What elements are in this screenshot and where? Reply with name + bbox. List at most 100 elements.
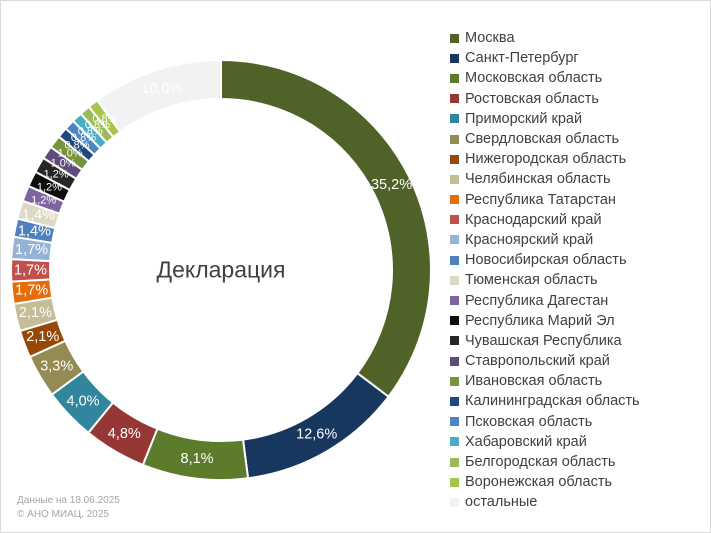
donut-slice xyxy=(95,58,222,134)
slice-data-label: 1,0% xyxy=(51,157,76,169)
slice-data-label: 1,7% xyxy=(14,262,47,278)
legend-item: Приморский край xyxy=(450,109,640,129)
legend-label: остальные xyxy=(465,494,538,511)
legend-swatch xyxy=(450,154,459,164)
legend-label: Республика Татарстан xyxy=(465,191,616,208)
chart-legend: Москва Санкт-Петербург Московская область Р… xyxy=(450,28,640,513)
legend-item: Московская область xyxy=(450,68,640,88)
legend-item: Белгородская область xyxy=(450,452,640,472)
legend-item: Республика Дагестан xyxy=(450,290,640,310)
slice-data-label: 1,4% xyxy=(18,224,51,240)
legend-label: Новосибирская область xyxy=(465,252,627,269)
legend-swatch xyxy=(450,336,459,346)
legend-item: Санкт-Петербург xyxy=(450,48,640,68)
slice-data-label: 1,2% xyxy=(31,195,56,207)
legend-swatch xyxy=(450,174,459,184)
legend-label: Санкт-Петербург xyxy=(465,50,579,67)
legend-swatch xyxy=(450,215,459,225)
slice-data-label: 3,3% xyxy=(40,358,73,374)
legend-swatch xyxy=(450,275,459,285)
legend-swatch xyxy=(450,255,459,265)
legend-label: Воронежская область xyxy=(465,474,613,491)
legend-swatch xyxy=(450,195,459,205)
legend-item: Республика Татарстан xyxy=(450,190,640,210)
legend-label: Нижегородская область xyxy=(465,151,627,168)
copyright-note: © АНО МИАЦ, 2025 xyxy=(17,509,109,520)
legend-swatch xyxy=(450,396,459,406)
slice-data-label: 0,8% xyxy=(64,139,89,151)
legend-label: Псковская область xyxy=(465,413,593,430)
legend-item: Нижегородская область xyxy=(450,149,640,169)
slice-data-label: 2,1% xyxy=(26,329,59,345)
legend-item: Новосибирская область xyxy=(450,250,640,270)
legend-item: остальные xyxy=(450,492,640,512)
slice-data-label: 0,8% xyxy=(92,113,117,125)
legend-item: Челябинская область xyxy=(450,169,640,189)
slice-data-label: 4,8% xyxy=(108,426,141,442)
legend-label: Калининградская область xyxy=(465,393,640,410)
slice-data-label: 0,8% xyxy=(71,132,96,144)
slice-data-label: 10,0% xyxy=(141,81,182,97)
donut-slice xyxy=(220,58,432,399)
slice-data-label: 1,7% xyxy=(15,242,48,258)
legend-label: Ставропольский край xyxy=(465,353,610,370)
slice-data-label: 1,2% xyxy=(37,181,62,193)
legend-swatch xyxy=(450,457,459,467)
slice-data-label: 0,8% xyxy=(78,125,103,137)
data-date-note: Данные на 18.06.2025 xyxy=(17,495,120,506)
legend-swatch xyxy=(450,296,459,306)
legend-item: Псковская область xyxy=(450,412,640,432)
legend-swatch xyxy=(450,53,459,63)
legend-label: Московская область xyxy=(465,70,603,87)
slice-data-label: 4,0% xyxy=(67,393,100,409)
slice-data-label: 35,2% xyxy=(371,177,412,193)
legend-swatch xyxy=(450,497,459,507)
legend-item: Тюменская область xyxy=(450,270,640,290)
legend-label: Ивановская область xyxy=(465,373,603,390)
legend-label: Краснодарский край xyxy=(465,211,602,228)
legend-label: Белгородская область xyxy=(465,454,616,471)
legend-label: Республика Марий Эл xyxy=(465,312,615,329)
legend-label: Приморский край xyxy=(465,110,583,127)
slice-data-label: 1,0% xyxy=(58,148,83,160)
slice-data-label: 2,1% xyxy=(19,305,52,321)
legend-item: Ростовская область xyxy=(450,89,640,109)
legend-swatch xyxy=(450,235,459,245)
slice-data-label: 1,2% xyxy=(44,169,69,181)
legend-label: Челябинская область xyxy=(465,171,611,188)
legend-swatch xyxy=(450,134,459,144)
legend-swatch xyxy=(450,33,459,43)
legend-item: Хабаровский край xyxy=(450,432,640,452)
legend-label: Тюменская область xyxy=(465,272,598,289)
legend-item: Республика Марий Эл xyxy=(450,311,640,331)
legend-item: Ставропольский край xyxy=(450,351,640,371)
slice-data-label: 12,6% xyxy=(296,427,337,443)
legend-swatch xyxy=(450,477,459,487)
legend-item: Свердловская область xyxy=(450,129,640,149)
legend-label: Красноярский край xyxy=(465,231,594,248)
legend-item: Калининградская область xyxy=(450,391,640,411)
slice-data-label: 1,7% xyxy=(15,283,48,299)
legend-item: Воронежская область xyxy=(450,472,640,492)
footnote: Данные на 18.06.2025 © АНО МИАЦ, 2025 xyxy=(17,494,120,522)
legend-item: Красноярский край xyxy=(450,230,640,250)
legend-item: Москва xyxy=(450,28,640,48)
legend-label: Хабаровский край xyxy=(465,433,587,450)
legend-swatch xyxy=(450,316,459,326)
slice-data-label: 0,8% xyxy=(85,119,110,131)
legend-label: Москва xyxy=(465,30,515,47)
legend-label: Чувашская Республика xyxy=(465,332,622,349)
legend-item: Чувашская Республика xyxy=(450,331,640,351)
legend-swatch xyxy=(450,73,459,83)
legend-label: Ростовская область xyxy=(465,90,599,107)
legend-item: Краснодарский край xyxy=(450,210,640,230)
donut-center-label: Декларация xyxy=(156,256,286,283)
legend-label: Республика Дагестан xyxy=(465,292,609,309)
slice-data-label: 8,1% xyxy=(181,451,214,467)
slice-data-label: 1,4% xyxy=(22,207,55,223)
donut-slice xyxy=(241,371,390,480)
legend-label: Свердловская область xyxy=(465,131,620,148)
legend-swatch xyxy=(450,417,459,427)
legend-item: Ивановская область xyxy=(450,371,640,391)
